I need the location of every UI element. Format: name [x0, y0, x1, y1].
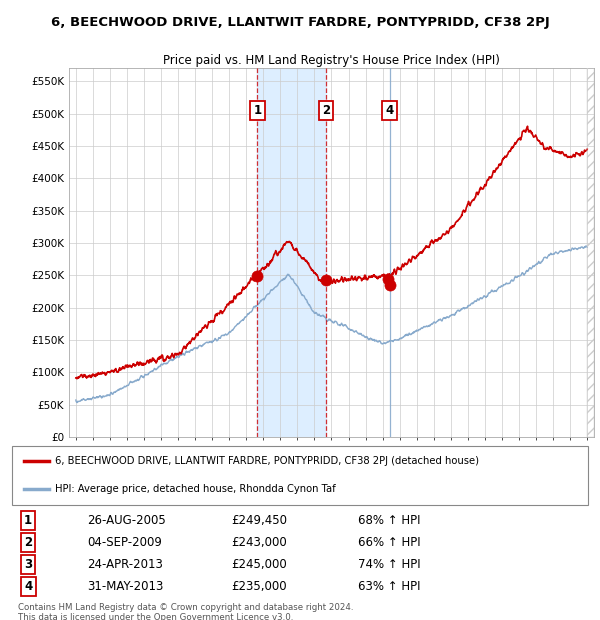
Text: 24-APR-2013: 24-APR-2013 — [87, 558, 163, 571]
Text: 04-SEP-2009: 04-SEP-2009 — [87, 536, 162, 549]
Text: 74% ↑ HPI: 74% ↑ HPI — [358, 558, 420, 571]
Text: £245,000: £245,000 — [231, 558, 287, 571]
FancyBboxPatch shape — [12, 446, 588, 505]
Bar — [257, 68, 326, 437]
Text: 2: 2 — [24, 536, 32, 549]
Text: 2: 2 — [322, 104, 330, 117]
Text: £235,000: £235,000 — [231, 580, 287, 593]
Title: Price paid vs. HM Land Registry's House Price Index (HPI): Price paid vs. HM Land Registry's House … — [163, 54, 500, 67]
Text: 4: 4 — [24, 580, 32, 593]
Text: HPI: Average price, detached house, Rhondda Cynon Taf: HPI: Average price, detached house, Rhon… — [55, 484, 336, 494]
Text: 6, BEECHWOOD DRIVE, LLANTWIT FARDRE, PONTYPRIDD, CF38 2PJ: 6, BEECHWOOD DRIVE, LLANTWIT FARDRE, PON… — [50, 17, 550, 29]
Text: 68% ↑ HPI: 68% ↑ HPI — [358, 514, 420, 527]
Text: 63% ↑ HPI: 63% ↑ HPI — [358, 580, 420, 593]
Text: 1: 1 — [24, 514, 32, 527]
Text: 6, BEECHWOOD DRIVE, LLANTWIT FARDRE, PONTYPRIDD, CF38 2PJ (detached house): 6, BEECHWOOD DRIVE, LLANTWIT FARDRE, PON… — [55, 456, 479, 466]
Text: 1: 1 — [253, 104, 262, 117]
Text: 3: 3 — [24, 558, 32, 571]
Text: £249,450: £249,450 — [231, 514, 287, 527]
Text: 26-AUG-2005: 26-AUG-2005 — [87, 514, 166, 527]
Text: 31-MAY-2013: 31-MAY-2013 — [87, 580, 163, 593]
Text: 4: 4 — [386, 104, 394, 117]
Text: 66% ↑ HPI: 66% ↑ HPI — [358, 536, 420, 549]
Text: Contains HM Land Registry data © Crown copyright and database right 2024.
This d: Contains HM Land Registry data © Crown c… — [18, 603, 353, 620]
Text: £243,000: £243,000 — [231, 536, 287, 549]
